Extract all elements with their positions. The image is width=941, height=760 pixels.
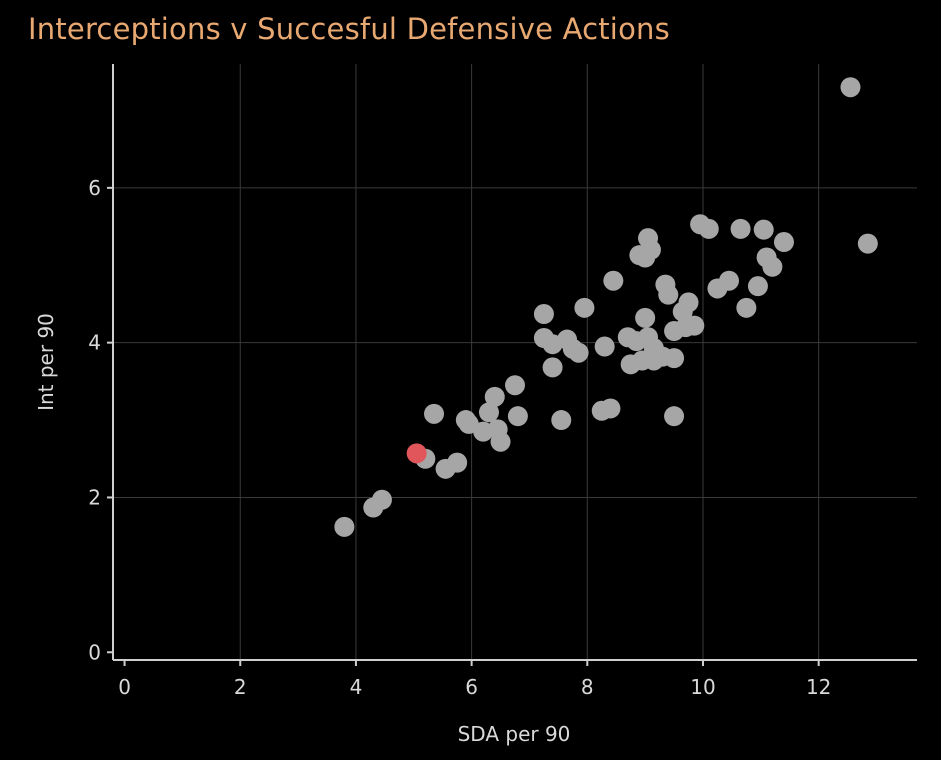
data-point	[664, 348, 685, 369]
data-point	[568, 342, 589, 363]
y-tick-label: 0	[88, 640, 101, 664]
data-point	[664, 321, 685, 342]
data-point	[435, 458, 456, 479]
y-tick-label: 2	[88, 485, 101, 509]
data-point	[857, 233, 878, 254]
data-point	[736, 297, 757, 318]
data-point	[658, 284, 679, 305]
axes	[112, 64, 917, 661]
x-tick-label: 2	[234, 675, 247, 699]
x-tick-label: 12	[806, 675, 831, 699]
x-axis-label: SDA per 90	[458, 722, 571, 746]
x-tick-label: 4	[350, 675, 363, 699]
data-point	[672, 301, 693, 322]
data-point	[635, 247, 656, 268]
data-point	[719, 270, 740, 291]
y-tick-label: 6	[88, 176, 101, 200]
data-point	[505, 375, 525, 396]
x-tick-label: 0	[118, 675, 131, 699]
data-point	[664, 406, 685, 427]
data-point	[635, 307, 656, 328]
data-point	[730, 218, 751, 239]
chart-title: Interceptions v Succesful Defensive Acti…	[28, 12, 670, 46]
x-tick-label: 6	[465, 675, 478, 699]
data-point	[533, 304, 554, 325]
data-point	[551, 410, 572, 431]
data-point	[507, 406, 528, 427]
data-point	[840, 77, 861, 98]
data-points	[334, 77, 878, 537]
data-point	[363, 497, 384, 518]
data-point	[747, 276, 768, 297]
grid-lines	[113, 64, 917, 660]
data-point	[600, 398, 621, 419]
data-point	[684, 315, 705, 336]
data-point	[490, 431, 511, 452]
data-point	[753, 219, 774, 240]
data-point	[698, 218, 719, 239]
data-point	[334, 516, 355, 537]
data-point	[574, 297, 595, 318]
data-point	[424, 403, 445, 424]
data-point	[603, 270, 624, 291]
data-point	[594, 336, 615, 357]
data-point	[542, 357, 563, 378]
y-axis-label: Int per 90	[34, 313, 58, 411]
tick-marks	[107, 186, 820, 666]
x-tick-label: 10	[690, 675, 715, 699]
y-tick-label: 4	[88, 331, 101, 355]
x-tick-label: 8	[581, 675, 594, 699]
tick-labels: 0 2 4 6 8 10 12 0 2 4 6	[88, 176, 831, 699]
data-point	[478, 402, 499, 423]
data-point	[484, 386, 505, 407]
data-point	[773, 232, 794, 253]
highlighted-data-point	[406, 443, 427, 464]
data-point	[762, 256, 783, 277]
